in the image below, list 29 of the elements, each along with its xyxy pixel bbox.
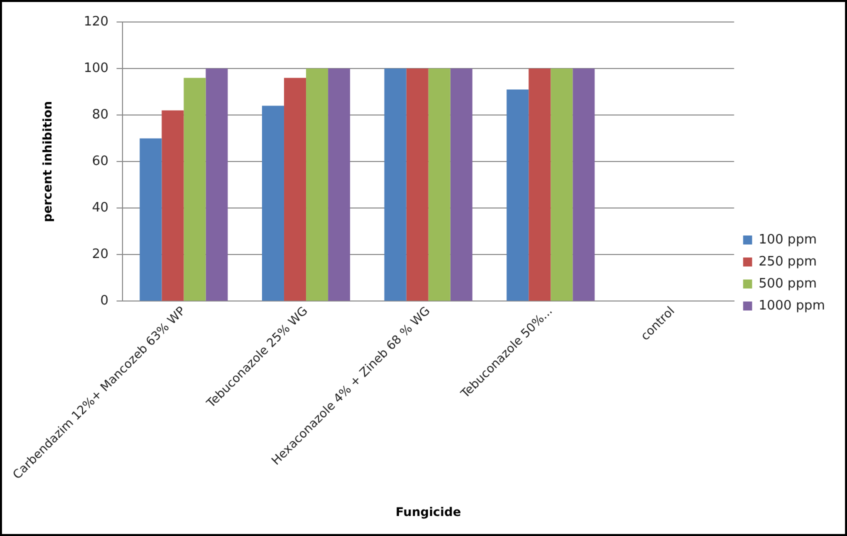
y-tick-label: 100 [84, 60, 109, 76]
bar [406, 68, 428, 301]
bar [572, 68, 595, 301]
bar [140, 138, 162, 301]
y-axis-title: percent inhibition [40, 101, 55, 222]
bar [528, 68, 551, 301]
bar [506, 89, 529, 301]
y-tick-label: 80 [92, 107, 109, 122]
y-tick-label: 120 [84, 14, 109, 30]
bar [450, 68, 472, 301]
bar [284, 78, 306, 301]
y-tick-label: 40 [92, 200, 109, 216]
y-tick-label: 20 [92, 247, 109, 262]
legend-label: 250 ppm [758, 254, 817, 270]
bar [428, 68, 450, 301]
legend-label: 100 ppm [758, 232, 817, 248]
legend-label: 500 ppm [758, 276, 817, 292]
bar [306, 68, 328, 301]
bar [550, 68, 573, 301]
bar [184, 78, 206, 301]
bar [162, 110, 184, 301]
bar [206, 68, 228, 301]
y-tick-label: 0 [100, 294, 109, 309]
bar [328, 68, 350, 301]
bar [384, 68, 406, 301]
legend-label: 1000 ppm [758, 298, 826, 314]
x-axis-title: Fungicide [396, 504, 462, 519]
bar [262, 106, 284, 301]
y-tick-label: 60 [92, 154, 109, 169]
